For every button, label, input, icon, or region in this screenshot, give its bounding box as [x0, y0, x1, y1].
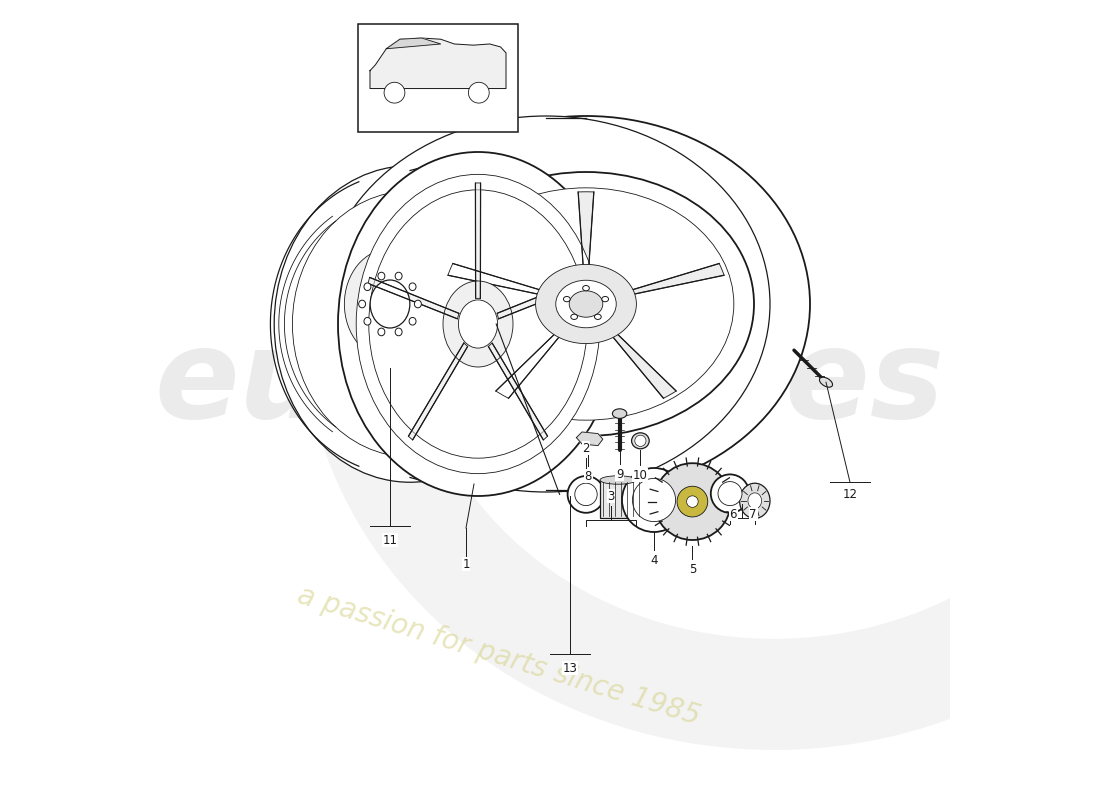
Polygon shape — [448, 263, 551, 297]
Ellipse shape — [395, 272, 403, 280]
Ellipse shape — [378, 328, 385, 336]
Ellipse shape — [338, 152, 618, 496]
Circle shape — [469, 82, 490, 103]
Ellipse shape — [409, 318, 416, 325]
Ellipse shape — [556, 280, 616, 328]
Ellipse shape — [395, 328, 403, 336]
Ellipse shape — [748, 493, 761, 509]
Text: 13: 13 — [562, 662, 578, 674]
Circle shape — [635, 435, 646, 446]
Ellipse shape — [293, 191, 528, 457]
Polygon shape — [386, 38, 441, 49]
Ellipse shape — [583, 286, 590, 290]
Polygon shape — [475, 183, 481, 298]
Ellipse shape — [438, 188, 734, 420]
Circle shape — [711, 474, 749, 513]
Ellipse shape — [443, 281, 513, 367]
Text: 4: 4 — [650, 554, 658, 566]
Ellipse shape — [368, 190, 587, 458]
Text: a passion for parts since 1985: a passion for parts since 1985 — [294, 582, 704, 730]
Ellipse shape — [344, 249, 436, 359]
Ellipse shape — [571, 314, 578, 319]
Circle shape — [632, 478, 675, 522]
Ellipse shape — [600, 476, 636, 484]
Polygon shape — [497, 278, 588, 319]
Ellipse shape — [364, 318, 371, 325]
Ellipse shape — [362, 116, 810, 492]
Ellipse shape — [739, 483, 770, 518]
Text: eurospares: eurospares — [155, 323, 945, 445]
Ellipse shape — [631, 433, 649, 449]
Polygon shape — [408, 343, 468, 440]
Ellipse shape — [415, 300, 421, 308]
Circle shape — [718, 482, 743, 506]
Text: 2: 2 — [582, 442, 590, 454]
Ellipse shape — [378, 272, 385, 280]
Circle shape — [568, 476, 604, 513]
Text: 11: 11 — [383, 534, 397, 546]
Ellipse shape — [409, 283, 416, 290]
Polygon shape — [606, 326, 676, 398]
Circle shape — [654, 463, 730, 540]
Ellipse shape — [418, 172, 754, 436]
Text: 1: 1 — [462, 558, 470, 570]
Ellipse shape — [563, 297, 570, 302]
Ellipse shape — [356, 174, 600, 474]
Text: 5: 5 — [689, 563, 696, 576]
Bar — [358, 24, 518, 132]
Polygon shape — [576, 432, 603, 446]
Polygon shape — [370, 38, 506, 89]
Text: 10: 10 — [632, 469, 648, 482]
Polygon shape — [368, 278, 459, 319]
Ellipse shape — [322, 116, 770, 492]
Ellipse shape — [594, 314, 602, 319]
Polygon shape — [488, 343, 548, 440]
Polygon shape — [496, 326, 566, 398]
Ellipse shape — [459, 300, 497, 348]
Ellipse shape — [536, 264, 637, 344]
Ellipse shape — [274, 166, 546, 482]
Circle shape — [384, 82, 405, 103]
Text: 12: 12 — [843, 488, 858, 501]
Text: 8: 8 — [585, 470, 592, 482]
Ellipse shape — [613, 409, 627, 418]
Text: 3: 3 — [607, 490, 615, 502]
Circle shape — [621, 468, 686, 532]
Ellipse shape — [569, 290, 603, 317]
Polygon shape — [620, 263, 724, 297]
Circle shape — [676, 486, 707, 517]
Text: 7: 7 — [749, 508, 757, 521]
Ellipse shape — [364, 283, 371, 290]
Ellipse shape — [820, 378, 833, 387]
Ellipse shape — [340, 244, 440, 364]
Text: 6: 6 — [729, 508, 737, 521]
Ellipse shape — [371, 280, 410, 328]
Circle shape — [575, 483, 597, 506]
Bar — [600, 480, 636, 518]
Ellipse shape — [602, 297, 608, 302]
Text: 9: 9 — [616, 468, 624, 481]
Ellipse shape — [359, 300, 365, 308]
Polygon shape — [579, 192, 594, 275]
Circle shape — [686, 496, 698, 507]
